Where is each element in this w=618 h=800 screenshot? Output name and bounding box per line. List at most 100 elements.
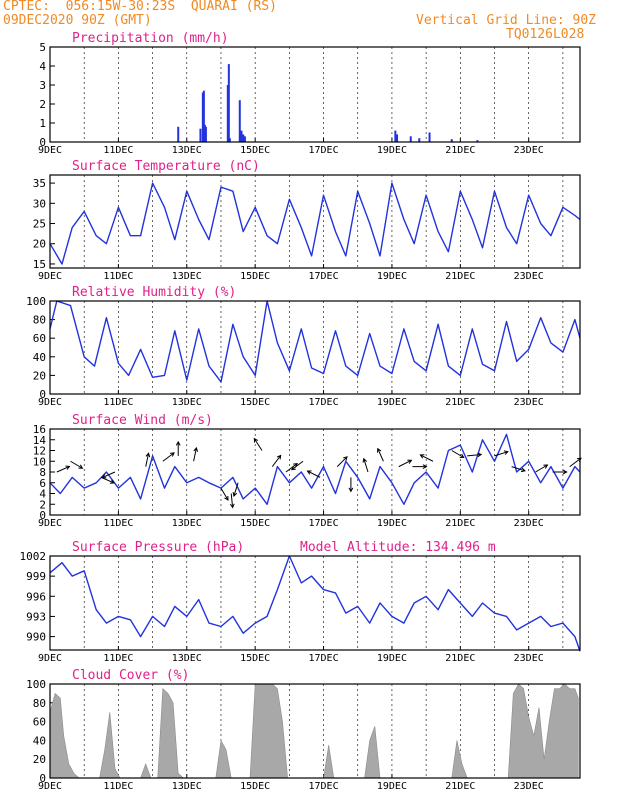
precip-bar xyxy=(202,90,205,142)
precip-bar xyxy=(177,126,180,142)
panel-3-ytick-label: 40 xyxy=(33,351,46,364)
precip-bar xyxy=(396,134,399,142)
precip-bar xyxy=(476,140,479,142)
panel-6-ytick-label: 20 xyxy=(33,753,46,766)
panel-6-xtick-label: 13DEC xyxy=(172,781,202,792)
wind-arrow-shaft xyxy=(285,463,298,473)
panel-1-ytick-label: 4 xyxy=(39,60,46,73)
panel-2-ytick-label: 35 xyxy=(33,177,46,190)
panel-2-ytick-label: 20 xyxy=(33,238,46,251)
precip-bar xyxy=(450,139,453,142)
panel-1-xtick-label: 11DEC xyxy=(103,145,133,156)
wind-arrow-shaft xyxy=(420,454,434,462)
precip-bar xyxy=(201,92,204,142)
panel-3-ytick-label: 60 xyxy=(33,332,46,345)
wind-arrow-shaft xyxy=(398,459,412,468)
wind-arrow-shaft xyxy=(307,470,321,478)
panel-2-xtick-label: 9DEC xyxy=(38,271,62,282)
panel-2-xtick-label: 11DEC xyxy=(103,271,133,282)
wind-arrow-shaft xyxy=(535,464,548,473)
panel-2-xtick-label: 21DEC xyxy=(445,271,475,282)
panel-6-ytick-label: 0 xyxy=(39,772,46,785)
panel-6-ytick-label: 80 xyxy=(33,697,46,710)
panel-3-xtick-label: 9DEC xyxy=(38,397,62,408)
panel-1-xtick-label: 15DEC xyxy=(240,145,270,156)
panel-1-xtick-label: 13DEC xyxy=(172,145,202,156)
wind-arrow-shaft xyxy=(569,457,582,468)
panel-6-xtick-label: 19DEC xyxy=(377,781,407,792)
panel-4-xtick-label: 15DEC xyxy=(240,518,270,529)
wind-arrow-shaft xyxy=(101,476,115,484)
precip-bar xyxy=(409,136,412,142)
precip-bar xyxy=(238,100,241,142)
panel-5-ytick-label: 990 xyxy=(26,631,46,644)
panel-3-xtick-label: 11DEC xyxy=(103,397,133,408)
wind-arrow-head xyxy=(407,459,413,464)
wind-arrow-head xyxy=(232,492,238,498)
panel-5-xtick-label: 23DEC xyxy=(514,653,544,664)
panel-5-series-line xyxy=(49,555,581,652)
wind-arrow-head xyxy=(109,479,115,484)
panel-3-xtick-label: 17DEC xyxy=(308,397,338,408)
panel-6-ytick-label: 60 xyxy=(33,716,46,729)
panel-1-xtick-label: 23DEC xyxy=(514,145,544,156)
panel-2-xtick-label: 19DEC xyxy=(377,271,407,282)
panel-3-xtick-label: 15DEC xyxy=(240,397,270,408)
wind-arrow-head xyxy=(170,452,175,457)
wind-arrow-shaft xyxy=(467,453,482,457)
panel-3-ytick-label: 80 xyxy=(33,314,46,327)
panel-4-ytick-label: 2 xyxy=(39,498,46,511)
panel-5-xtick-label: 15DEC xyxy=(240,653,270,664)
wind-arrow-head xyxy=(175,440,181,446)
panel-6-frame xyxy=(49,683,581,779)
wind-arrow-head xyxy=(503,450,509,455)
wind-arrow-head xyxy=(362,457,368,463)
precip-bar xyxy=(203,124,206,142)
wind-arrow-shaft xyxy=(377,448,384,462)
panel-4-xtick-label: 23DEC xyxy=(514,518,544,529)
panel-6-ytick-label: 40 xyxy=(33,734,46,747)
panel-4-xtick-label: 13DEC xyxy=(172,518,202,529)
panel-2-series-line xyxy=(49,182,581,265)
panel-1-xtick-label: 19DEC xyxy=(377,145,407,156)
wind-arrow-head xyxy=(193,446,199,452)
wind-arrow-shaft xyxy=(102,471,116,479)
wind-arrow-shaft xyxy=(451,450,464,458)
panel-1-ytick-label: 2 xyxy=(39,98,46,111)
wind-arrow-shaft xyxy=(70,460,83,469)
wind-arrow-head xyxy=(145,452,151,458)
header-grid-line: Vertical Grid Line: 90Z xyxy=(416,13,597,28)
panel-4-title: Surface Wind (m/s) xyxy=(72,413,213,428)
panel-5-xtick-label: 9DEC xyxy=(38,653,62,664)
wind-arrow-shaft xyxy=(56,465,70,473)
panel-2-frame xyxy=(49,174,581,269)
panel-4-ytick-label: 14 xyxy=(33,434,47,447)
wind-arrow-head xyxy=(422,464,428,469)
panel-4-xtick-label: 11DEC xyxy=(103,518,133,529)
panel-5-title: Surface Pressure (hPa) xyxy=(72,540,244,555)
header-station: CPTEC: 056:15W-30:23S QUARAI (RS) xyxy=(3,0,277,14)
wind-arrow-shaft xyxy=(271,455,282,467)
panel-5-ytick-label: 999 xyxy=(26,570,46,583)
panel-4-ytick-label: 6 xyxy=(39,477,46,490)
panel-3-xtick-label: 19DEC xyxy=(377,397,407,408)
panel-4-ytick-label: 0 xyxy=(39,509,46,522)
wind-arrow-head xyxy=(562,469,568,475)
precip-bar xyxy=(227,64,230,142)
wind-arrow-head xyxy=(224,496,229,501)
panel-2-xtick-label: 23DEC xyxy=(514,271,544,282)
wind-arrow-shaft xyxy=(363,458,369,473)
header-run-time: 09DEC2020 90Z (GMT) xyxy=(3,13,152,28)
panel-1-xtick-label: 17DEC xyxy=(308,145,338,156)
panel-5-xtick-label: 21DEC xyxy=(445,653,475,664)
panel-6-xtick-label: 23DEC xyxy=(514,781,544,792)
wind-arrow-head xyxy=(343,456,348,461)
panel-3-ytick-label: 0 xyxy=(39,388,46,401)
panel-2-ytick-label: 25 xyxy=(33,218,46,231)
wind-arrow-shaft xyxy=(494,451,508,457)
panel-4-xtick-label: 21DEC xyxy=(445,518,475,529)
precip-bar xyxy=(228,138,231,142)
panel-4-xtick-label: 19DEC xyxy=(377,518,407,529)
wind-arrow-head xyxy=(276,454,282,460)
